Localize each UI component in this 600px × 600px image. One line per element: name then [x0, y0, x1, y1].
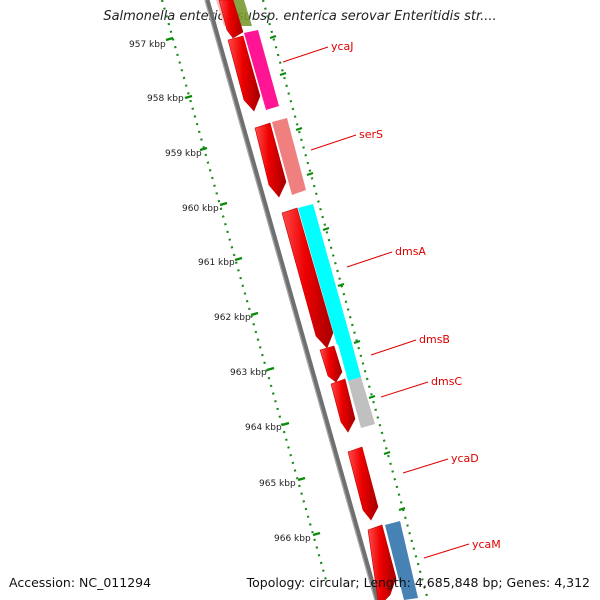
- tick-label: 964 kbp: [245, 423, 282, 433]
- tick-label: 959 kbp: [165, 149, 202, 159]
- gene-label[interactable]: dmsB: [419, 333, 450, 346]
- sequence-backbone-highlight: [204, 0, 376, 600]
- gene-bar-dmsB[interactable]: [338, 340, 361, 381]
- kbp-tick-marks: [165, 36, 321, 537]
- gene-label[interactable]: dmsA: [395, 245, 426, 258]
- cds-arrow[interactable]: [347, 446, 379, 521]
- outer-dotted-ring: [261, 0, 430, 600]
- gene-bar-ycaJ[interactable]: [244, 30, 279, 110]
- gene-bar-dmsC[interactable]: [348, 377, 375, 428]
- tick-label: 965 kbp: [259, 479, 296, 489]
- tick-label: 958 kbp: [147, 94, 184, 104]
- outer-ring-ticks: [269, 35, 406, 511]
- kbp-tick-labels: 957 kbp 958 kbp 959 kbp 960 kbp 961 kbp …: [129, 40, 311, 544]
- tick-label: 962 kbp: [214, 313, 251, 323]
- cds-arrow[interactable]: [367, 524, 397, 600]
- cds-arrow[interactable]: [330, 378, 356, 433]
- genome-summary-text: Topology: circular; Length: 4,685,848 bp…: [246, 575, 590, 590]
- gene-bar-serS[interactable]: [272, 118, 306, 195]
- gene-label[interactable]: ycaD: [451, 452, 479, 465]
- gene-bar-ycaM[interactable]: [385, 521, 418, 600]
- gene-label[interactable]: serS: [359, 128, 383, 141]
- feature-top-green: [232, 0, 252, 26]
- gene-label[interactable]: ycaJ: [331, 40, 354, 53]
- tick-label: 960 kbp: [182, 204, 219, 214]
- tick-label: 963 kbp: [230, 368, 267, 378]
- genome-title: Salmonella enterica subsp. enterica sero…: [103, 9, 497, 24]
- accession-text: Accession: NC_011294: [9, 575, 152, 590]
- cds-arrow[interactable]: [227, 35, 261, 112]
- cds-features: [218, 0, 397, 600]
- cds-arrow[interactable]: [319, 345, 343, 383]
- gene-features: [244, 30, 418, 600]
- tick-label: 957 kbp: [129, 40, 166, 50]
- sequence-backbone: [204, 0, 380, 600]
- cds-arrow[interactable]: [218, 0, 244, 39]
- cds-arrow[interactable]: [281, 207, 334, 349]
- gene-leader-lines: [282, 46, 470, 559]
- gene-bar-dmsA[interactable]: [298, 204, 351, 345]
- tick-label: 966 kbp: [274, 534, 311, 544]
- cds-arrow[interactable]: [254, 122, 287, 198]
- gene-label[interactable]: dmsC: [431, 375, 462, 388]
- gene-label[interactable]: ycaM: [472, 538, 501, 551]
- gene-labels: ycaJ serS dmsA dmsB dmsC ycaD ycaM: [331, 40, 501, 551]
- tick-label: 961 kbp: [198, 258, 235, 268]
